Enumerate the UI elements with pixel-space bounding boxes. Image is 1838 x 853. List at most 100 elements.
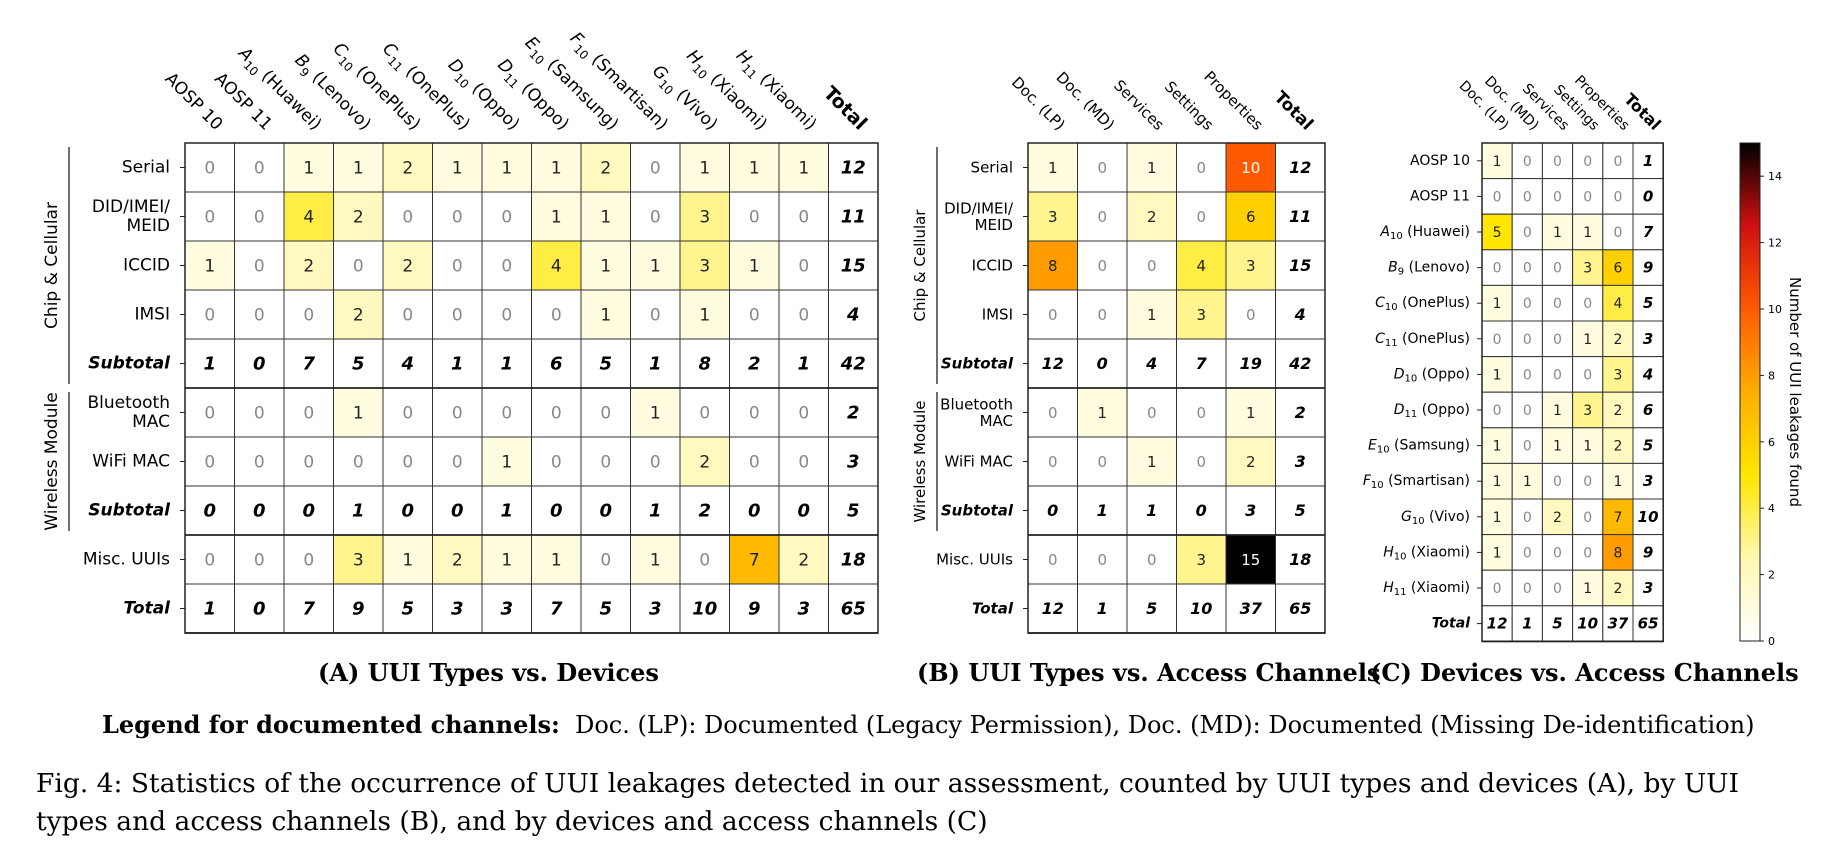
heatmap-a-value: 0	[650, 453, 661, 473]
heatmap-c-value: 0	[1493, 581, 1502, 597]
heatmap-c-value: 37	[1607, 615, 1628, 633]
row-label: F10 (Smartisan)	[1363, 473, 1470, 491]
heatmap-a-cell	[729, 436, 780, 487]
heatmap-a-cell	[432, 583, 483, 634]
row-label: H10 (Xiaomi)	[1383, 544, 1470, 562]
heatmap-a-value: 0	[254, 159, 265, 179]
heatmap-b-value: 0	[1196, 208, 1206, 226]
heatmap-b-cell	[1225, 485, 1276, 536]
heatmap-a-value: 1	[749, 257, 760, 277]
heatmap-b-value: 15	[1289, 256, 1311, 275]
heatmap-c-value: 2	[1613, 403, 1622, 419]
row-label: WiFi MAC	[944, 453, 1013, 471]
heatmap-c-value: 7	[1643, 223, 1654, 241]
heatmap-b-value: 0	[1097, 354, 1108, 373]
heatmap-a-cell	[283, 191, 334, 242]
heatmap-a-cell	[432, 191, 483, 242]
heatmap-figure-svg: 0 0 1 1 2 1 1 1 2 0 1 1 1 120 0 4 2 0 0 0 1 1 0 3 0 0 111 0 2 0 2 0 0 4 1 1…	[42, 29, 1804, 648]
heatmap-a-value: 7	[302, 599, 315, 620]
heatmap-b-cell	[1225, 436, 1276, 487]
heatmap-c-value: 0	[1553, 367, 1562, 383]
heatmap-a-value: 1	[203, 599, 216, 620]
heatmap-b-cell	[1126, 289, 1177, 340]
heatmap-c-value: 0	[1553, 154, 1562, 170]
heatmap-a-value: 15	[841, 256, 866, 277]
colorbar-tick-label: 12	[1768, 237, 1782, 250]
heatmap-c-value: 0	[1643, 187, 1653, 205]
heatmap-b-cell	[1176, 289, 1227, 340]
heatmap-b-value: 0	[1048, 306, 1058, 324]
heatmap-b-value: 6	[1246, 208, 1256, 226]
heatmap-a-value: 1	[600, 208, 611, 228]
heatmap-a-cell	[729, 142, 780, 193]
heatmap-b-cell	[1275, 289, 1326, 340]
heatmap-a-cell	[184, 583, 235, 634]
heatmap-b-cell	[1176, 534, 1227, 585]
heatmap-b-cell	[1225, 534, 1276, 585]
heatmap-a-value: 6	[550, 354, 563, 375]
heatmap-b-cell	[1176, 387, 1227, 438]
heatmap-b-value: 12	[1289, 158, 1311, 177]
heatmap-b-cell	[1077, 387, 1128, 438]
heatmap-b-value: 5	[1295, 501, 1306, 520]
heatmap-a-value: 0	[452, 404, 463, 424]
heatmap-a-cell	[828, 240, 879, 291]
heatmap-a-cell	[828, 534, 879, 585]
heatmap-a-value: 0	[204, 208, 215, 228]
heatmap-b-cell	[1126, 485, 1177, 536]
heatmap-a-cell	[531, 142, 582, 193]
heatmap-b-cell	[1176, 583, 1227, 634]
colorbar-tick-label: 6	[1768, 436, 1775, 449]
heatmap-a-value: 3	[500, 599, 513, 620]
heatmap-b-cell	[1176, 240, 1227, 291]
heatmap-b-cell	[1275, 142, 1326, 193]
row-label: Subtotal	[941, 355, 1014, 373]
group-label: Chip & Cellular	[42, 202, 62, 329]
heatmap-a-cell	[580, 485, 631, 536]
heatmap-b-value: 3	[1246, 257, 1256, 275]
heatmap-b-cell	[1275, 387, 1326, 438]
heatmap-a-value: 0	[253, 501, 266, 522]
heatmap-a-value: 0	[452, 257, 463, 277]
heatmap-c-cell	[1572, 391, 1604, 429]
heatmap-c-value: 1	[1493, 439, 1502, 455]
heatmap-c-cell	[1602, 498, 1634, 536]
heatmap-b-value: 3	[1245, 501, 1256, 520]
heatmap-c-value: 0	[1553, 261, 1562, 277]
row-label: WiFi MAC	[92, 452, 170, 472]
heatmap-b-value: 3	[1295, 452, 1306, 471]
heatmap-b-value: 11	[1289, 207, 1311, 226]
heatmap-c-value: 1	[1583, 332, 1592, 348]
heatmap-a-cell	[778, 583, 829, 634]
heatmap-b-cell	[1126, 534, 1177, 585]
heatmap-a-cell	[679, 289, 730, 340]
heatmap-a-border	[184, 142, 879, 634]
heatmap-b-cell	[1126, 191, 1177, 242]
heatmap-c-value: 1	[1493, 367, 1502, 383]
heatmap-a-value: 3	[699, 257, 710, 277]
heatmap-c-value: 0	[1553, 545, 1562, 561]
heatmap-a-cell	[828, 436, 879, 487]
colorbar-tick-label: 2	[1768, 569, 1775, 582]
heatmap-b-value: 37	[1240, 599, 1263, 618]
legend-text: Doc. (LP): Documented (Legacy Permission…	[575, 711, 1755, 739]
heatmap-a-value: 0	[798, 404, 809, 424]
heatmap-a-cell	[283, 436, 334, 487]
column-label: Total	[819, 82, 871, 134]
heatmap-a-cell	[531, 338, 582, 389]
heatmap-b-value: 8	[1048, 257, 1058, 275]
heatmap-a-value: 0	[254, 551, 265, 571]
panel-a-caption: (A) UUI Types vs. Devices	[318, 658, 659, 687]
heatmap-a-value: 5	[847, 501, 860, 522]
heatmap-a-value: 0	[254, 208, 265, 228]
heatmap-a-value: 2	[353, 306, 364, 326]
heatmap-a-value: 0	[501, 306, 512, 326]
row-label: Total	[123, 599, 171, 619]
heatmap-a-cell	[778, 191, 829, 242]
heatmap-c-value: 1	[1583, 581, 1592, 597]
heatmap-a-cell	[531, 534, 582, 585]
heatmap-a-value: 3	[451, 599, 464, 620]
heatmap-c-cell	[1572, 320, 1604, 358]
heatmap-b-value: 0	[1147, 404, 1157, 422]
